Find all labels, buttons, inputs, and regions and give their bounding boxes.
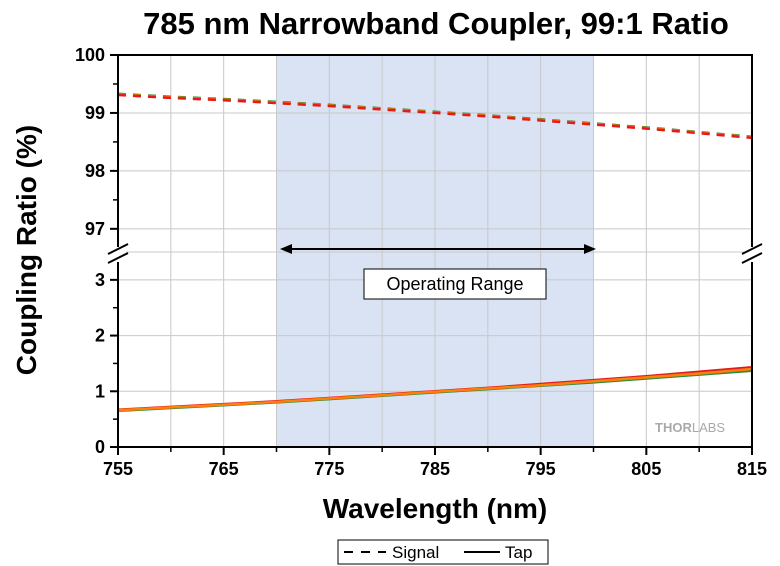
- legend-box: [337, 539, 549, 565]
- x-tick-label: 775: [314, 459, 344, 479]
- range-arrow-right-icon: [584, 244, 596, 254]
- x-tick-label: 785: [420, 459, 450, 479]
- x-axis-title: Wavelength (nm): [323, 493, 548, 524]
- series-line-tap: [117, 367, 753, 412]
- range-arrow-left-icon: [280, 244, 292, 254]
- y-tick-label: 3: [95, 270, 105, 290]
- series-line-signal: [117, 93, 753, 140]
- y-tick-label: 100: [75, 45, 105, 65]
- axis-break: [107, 243, 763, 264]
- x-tick-label: 815: [737, 459, 767, 479]
- x-tick-label: 765: [209, 459, 239, 479]
- x-tick-label: 795: [526, 459, 556, 479]
- y-tick-label: 99: [85, 103, 105, 123]
- chart-title: 785 nm Narrowband Coupler, 99:1 Ratio: [143, 6, 729, 41]
- x-tick-label: 755: [103, 459, 133, 479]
- y-axis-title: Coupling Ratio (%): [11, 125, 42, 375]
- legend: Signal Tap: [337, 539, 549, 565]
- y-tick-label: 1: [95, 381, 105, 401]
- watermark-brand-light: LABS: [692, 420, 726, 435]
- y-tick-label: 2: [95, 326, 105, 346]
- axis-ticks: 755 765 775 785 795 805 815 97 98 99 100 0 1 2 3: [75, 45, 767, 479]
- thorlabs-watermark: THORLABS: [655, 420, 725, 435]
- legend-tap-label: Tap: [505, 543, 532, 562]
- legend-signal-label: Signal: [392, 543, 439, 562]
- range-label-box: [363, 268, 547, 300]
- y-tick-label: 98: [85, 161, 105, 181]
- series-layer: [117, 92, 753, 413]
- y-tick-label: 97: [85, 219, 105, 239]
- range-label: Operating Range: [386, 274, 523, 294]
- x-tick-label: 805: [631, 459, 661, 479]
- y-tick-label: 0: [95, 437, 105, 457]
- watermark-brand-dark: THOR: [655, 420, 692, 435]
- operating-range-annotation: Operating Range: [280, 244, 596, 300]
